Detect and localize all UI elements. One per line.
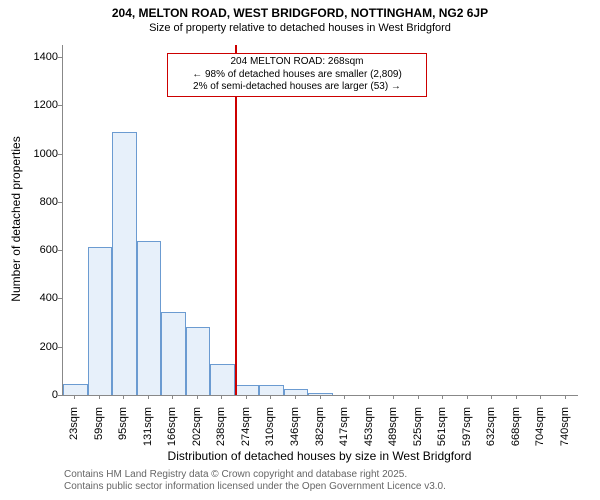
x-tick-mark — [540, 395, 541, 399]
y-tick-mark — [58, 347, 62, 348]
y-tick-label: 0 — [18, 389, 58, 401]
x-tick-mark — [99, 395, 100, 399]
y-tick-label: 600 — [18, 244, 58, 256]
x-tick-mark — [467, 395, 468, 399]
y-tick-label: 400 — [18, 292, 58, 304]
x-tick-label: 453sqm — [363, 407, 375, 457]
footnote-line2: Contains public sector information licen… — [64, 481, 446, 492]
histogram-bar — [63, 384, 88, 395]
x-tick-label: 23sqm — [68, 407, 80, 457]
x-tick-label: 417sqm — [338, 407, 350, 457]
histogram-bar — [186, 327, 211, 395]
x-tick-mark — [565, 395, 566, 399]
x-tick-mark — [148, 395, 149, 399]
x-tick-mark — [516, 395, 517, 399]
y-tick-label: 800 — [18, 196, 58, 208]
histogram-bar — [112, 132, 137, 395]
y-tick-mark — [58, 298, 62, 299]
y-tick-mark — [58, 154, 62, 155]
x-tick-label: 95sqm — [117, 407, 129, 457]
x-tick-mark — [491, 395, 492, 399]
x-tick-label: 274sqm — [240, 407, 252, 457]
x-tick-label: 668sqm — [510, 407, 522, 457]
x-tick-mark — [442, 395, 443, 399]
y-tick-mark — [58, 395, 62, 396]
x-tick-label: 597sqm — [461, 407, 473, 457]
histogram-bar — [235, 385, 260, 395]
property-size-histogram: 204, MELTON ROAD, WEST BRIDGFORD, NOTTIN… — [0, 0, 600, 500]
x-tick-mark — [172, 395, 173, 399]
x-tick-label: 238sqm — [215, 407, 227, 457]
x-tick-mark — [270, 395, 271, 399]
x-tick-mark — [123, 395, 124, 399]
x-tick-mark — [393, 395, 394, 399]
histogram-bar — [88, 247, 113, 395]
x-tick-mark — [197, 395, 198, 399]
property-annotation: 204 MELTON ROAD: 268sqm← 98% of detached… — [167, 53, 427, 97]
x-tick-mark — [221, 395, 222, 399]
annotation-line: 204 MELTON ROAD: 268sqm — [172, 56, 422, 69]
x-tick-label: 166sqm — [166, 407, 178, 457]
x-tick-label: 131sqm — [142, 407, 154, 457]
annotation-line: ← 98% of detached houses are smaller (2,… — [172, 69, 422, 82]
chart-subtitle: Size of property relative to detached ho… — [0, 22, 600, 34]
x-tick-mark — [295, 395, 296, 399]
y-tick-label: 1000 — [18, 148, 58, 160]
x-tick-mark — [369, 395, 370, 399]
x-tick-label: 59sqm — [93, 407, 105, 457]
x-tick-label: 561sqm — [436, 407, 448, 457]
y-tick-mark — [58, 202, 62, 203]
x-tick-label: 382sqm — [314, 407, 326, 457]
x-tick-label: 525sqm — [412, 407, 424, 457]
y-tick-mark — [58, 57, 62, 58]
x-tick-mark — [320, 395, 321, 399]
x-tick-mark — [246, 395, 247, 399]
y-tick-mark — [58, 250, 62, 251]
y-tick-label: 1200 — [18, 99, 58, 111]
x-tick-mark — [74, 395, 75, 399]
footnote-line1: Contains HM Land Registry data © Crown c… — [64, 469, 407, 480]
chart-title: 204, MELTON ROAD, WEST BRIDGFORD, NOTTIN… — [0, 6, 600, 20]
x-tick-label: 202sqm — [191, 407, 203, 457]
x-tick-mark — [344, 395, 345, 399]
histogram-bar — [259, 385, 284, 395]
x-tick-label: 632sqm — [485, 407, 497, 457]
x-tick-label: 740sqm — [559, 407, 571, 457]
x-tick-label: 704sqm — [534, 407, 546, 457]
property-marker-line — [235, 45, 237, 395]
histogram-bar — [137, 241, 162, 395]
x-tick-label: 489sqm — [387, 407, 399, 457]
annotation-line: 2% of semi-detached houses are larger (5… — [172, 81, 422, 94]
histogram-bar — [210, 364, 235, 395]
plot-area — [62, 45, 578, 396]
y-tick-label: 1400 — [18, 51, 58, 63]
y-tick-mark — [58, 105, 62, 106]
x-tick-mark — [418, 395, 419, 399]
x-tick-label: 346sqm — [289, 407, 301, 457]
y-tick-label: 200 — [18, 341, 58, 353]
histogram-bar — [161, 312, 186, 395]
x-tick-label: 310sqm — [264, 407, 276, 457]
